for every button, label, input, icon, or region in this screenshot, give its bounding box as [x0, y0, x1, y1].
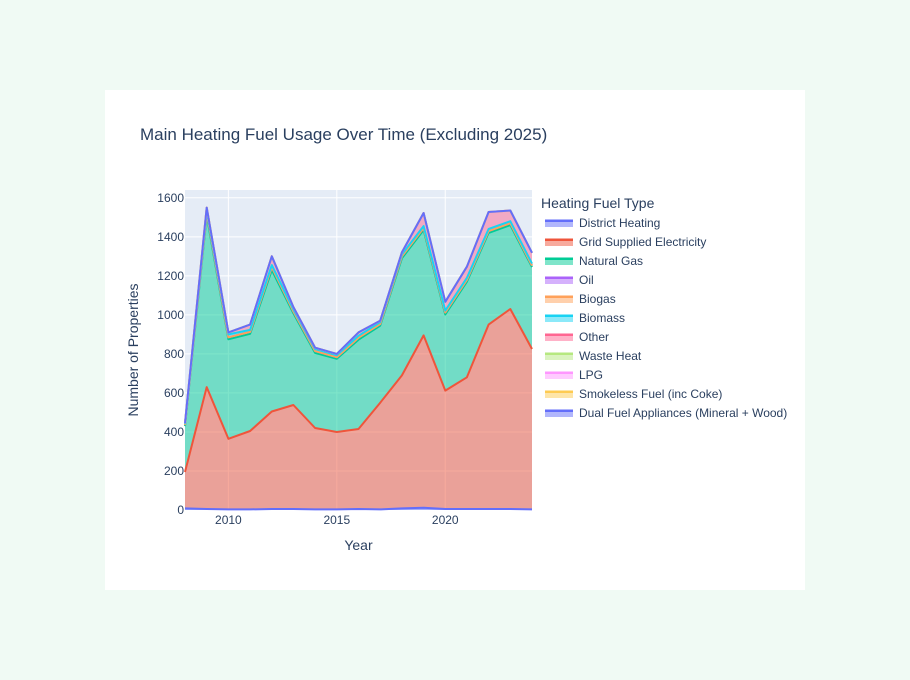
- y-tick-label: 1400: [157, 230, 184, 244]
- legend-swatch: [545, 314, 573, 322]
- line-layer: [184, 206, 533, 511]
- y-tick-label: 800: [164, 347, 184, 361]
- y-tick-label: 1600: [157, 191, 184, 205]
- legend-item[interactable]: Smokeless Fuel (inc Coke): [545, 387, 722, 401]
- legend-label: Natural Gas: [579, 254, 643, 268]
- series-line-1: [184, 308, 533, 473]
- y-tick-label: 200: [164, 464, 184, 478]
- y-tick-label: 1000: [157, 308, 184, 322]
- legend-items: District Heating Grid Supplied Electricit…: [545, 216, 787, 420]
- area-1: [185, 309, 532, 510]
- legend-swatch: [545, 238, 573, 246]
- legend-item[interactable]: Biogas: [545, 292, 616, 306]
- y-axis-label: Number of Properties: [125, 283, 141, 416]
- legend-swatch: [545, 257, 573, 265]
- legend-label: Oil: [579, 273, 594, 287]
- legend-label: District Heating: [579, 216, 660, 230]
- legend-swatch: [545, 371, 573, 379]
- legend-label: Smokeless Fuel (inc Coke): [579, 387, 722, 401]
- legend-item[interactable]: Grid Supplied Electricity: [545, 235, 706, 249]
- legend-item[interactable]: Natural Gas: [545, 254, 643, 268]
- area-2: [185, 215, 532, 472]
- legend-swatch: [545, 409, 573, 417]
- legend-item[interactable]: District Heating: [545, 216, 660, 230]
- x-tick-label: 2010: [215, 513, 242, 527]
- chart-title: Main Heating Fuel Usage Over Time (Exclu…: [140, 125, 547, 144]
- legend-swatch: [545, 352, 573, 360]
- tick-layer: 2010 2015 2020 0 200 400 600 800 1000 1200 1400 160…: [157, 191, 459, 527]
- legend-label: Other: [579, 330, 609, 344]
- legend-swatch: [545, 219, 573, 227]
- legend-title: Heating Fuel Type: [541, 195, 655, 211]
- series-line-5: [184, 209, 533, 425]
- legend-item[interactable]: Biomass: [545, 311, 625, 325]
- legend-label: Dual Fuel Appliances (Mineral + Wood): [579, 406, 787, 420]
- chart-card: Main Heating Fuel Usage Over Time (Exclu…: [105, 90, 805, 590]
- legend[interactable]: Heating Fuel Type District Heating Grid S…: [541, 195, 787, 420]
- legend-swatch: [545, 276, 573, 284]
- legend-item[interactable]: Dual Fuel Appliances (Mineral + Wood): [545, 406, 787, 420]
- legend-item[interactable]: LPG: [545, 368, 603, 382]
- y-tick-label: 400: [164, 425, 184, 439]
- series-line-10: [184, 206, 533, 424]
- legend-label: LPG: [579, 368, 603, 382]
- area-6: [185, 207, 532, 425]
- legend-item[interactable]: Waste Heat: [545, 349, 642, 363]
- x-tick-label: 2020: [432, 513, 459, 527]
- legend-item[interactable]: Other: [545, 330, 609, 344]
- legend-swatch: [545, 333, 573, 341]
- legend-label: Biomass: [579, 311, 625, 325]
- y-tick-label: 1200: [157, 269, 184, 283]
- series-line-0: [184, 506, 533, 511]
- legend-label: Grid Supplied Electricity: [579, 235, 706, 249]
- legend-label: Biogas: [579, 292, 616, 306]
- legend-item[interactable]: Oil: [545, 273, 594, 287]
- chart-svg: Main Heating Fuel Usage Over Time (Exclu…: [125, 125, 787, 553]
- y-tick-label: 0: [177, 503, 184, 517]
- legend-swatch: [545, 390, 573, 398]
- x-tick-label: 2015: [323, 513, 350, 527]
- y-tick-label: 600: [164, 386, 184, 400]
- legend-label: Waste Heat: [579, 349, 642, 363]
- x-axis-label: Year: [344, 537, 373, 553]
- legend-swatch: [545, 295, 573, 303]
